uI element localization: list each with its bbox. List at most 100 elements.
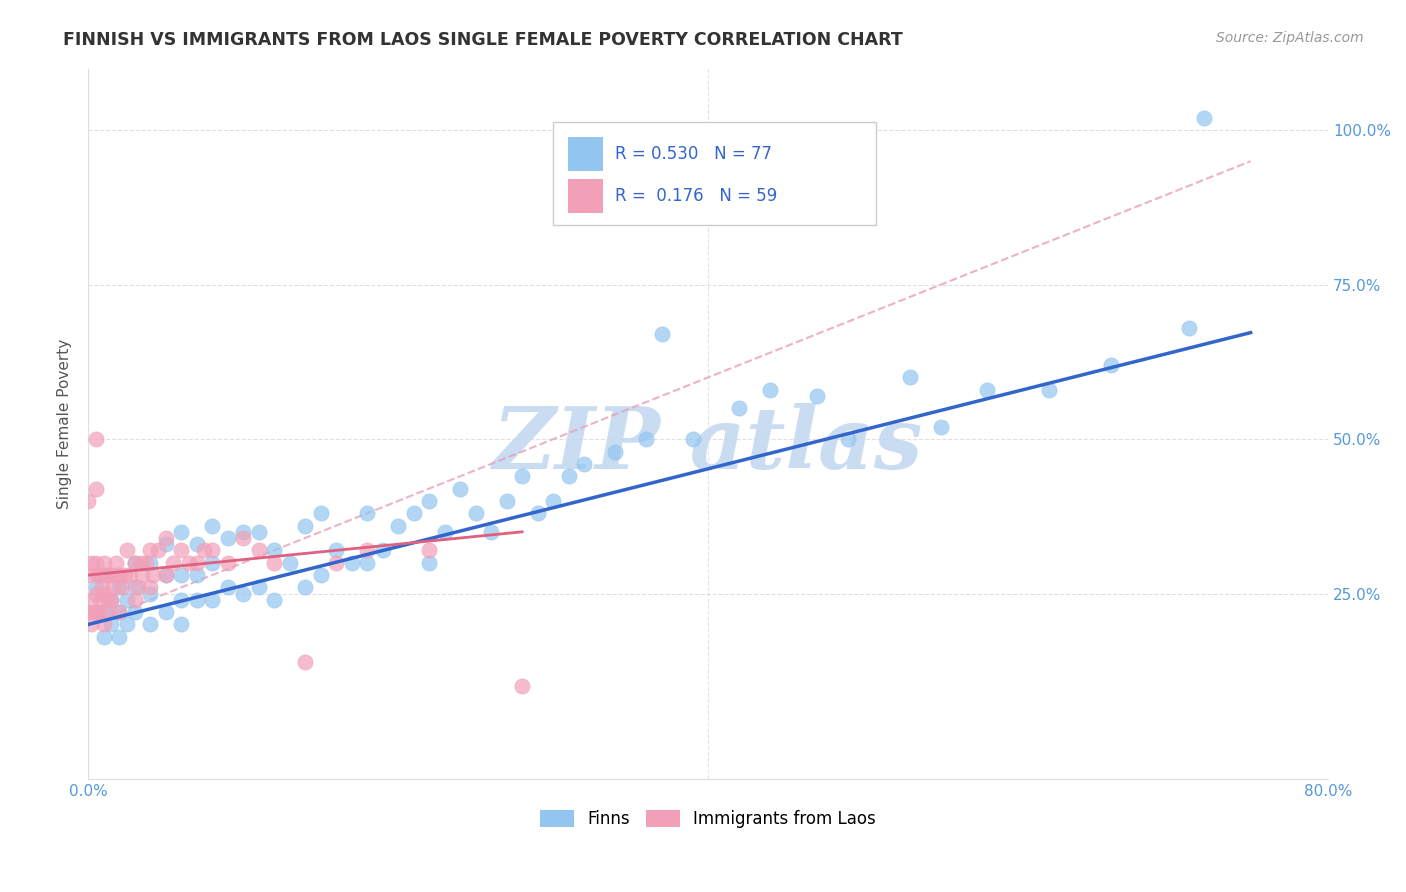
Point [186,537,208,551]
Point [139,556,162,570]
Point [541,494,564,508]
Point [232,586,254,600]
Text: R = 0.530   N = 77: R = 0.530 N = 77 [616,145,772,162]
Point [247,543,270,558]
Point [557,469,579,483]
Point [108,605,131,619]
Point [90,592,112,607]
Point [356,506,378,520]
Point [806,389,828,403]
Point [93,605,115,619]
Point [124,592,146,607]
Point [510,469,533,483]
Point [201,543,224,558]
Point [98,568,121,582]
Point [84,586,107,600]
Point [232,531,254,545]
Point [294,655,316,669]
Point [155,568,177,582]
Point [96,605,118,619]
Point [1038,383,1060,397]
Point [97,592,120,607]
Point [108,568,131,582]
Point [83,605,105,619]
Point [371,543,394,558]
Bar [568,136,603,170]
Point [170,617,193,632]
Point [115,617,138,632]
Point [84,605,107,619]
Text: ZIP atlas: ZIP atlas [494,403,924,487]
Point [1177,321,1199,335]
Text: R =  0.176   N = 59: R = 0.176 N = 59 [616,187,778,205]
Point [526,506,548,520]
Point [217,581,239,595]
Point [193,543,215,558]
Point [418,494,440,508]
Point [170,524,193,539]
Point [84,482,107,496]
Legend: Finns, Immigrants from Laos: Finns, Immigrants from Laos [534,803,883,835]
Point [77,605,100,619]
Point [976,383,998,397]
Point [108,605,131,619]
Point [84,432,107,446]
Point [108,630,131,644]
Point [87,605,110,619]
Point [325,556,347,570]
Point [201,556,224,570]
Point [356,556,378,570]
Point [201,518,224,533]
Point [100,617,122,632]
Point [80,556,103,570]
Point [929,419,952,434]
Point [402,506,425,520]
Point [139,617,162,632]
Point [177,556,200,570]
Point [124,556,146,570]
Point [93,556,115,570]
Point [84,581,107,595]
Point [340,556,363,570]
Point [682,432,704,446]
Point [170,568,193,582]
Point [278,556,301,570]
Point [572,457,595,471]
Point [1192,111,1215,125]
Point [1099,358,1122,372]
Point [605,444,627,458]
Point [418,556,440,570]
Point [127,581,149,595]
Point [108,581,131,595]
Point [217,556,239,570]
Bar [553,122,876,225]
Point [728,401,751,416]
Point [118,568,141,582]
Point [129,556,152,570]
Point [86,605,108,619]
Point [309,568,332,582]
Y-axis label: Single Female Poverty: Single Female Poverty [58,339,72,508]
Point [510,679,533,693]
Point [93,630,115,644]
Point [837,432,859,446]
Text: Source: ZipAtlas.com: Source: ZipAtlas.com [1216,31,1364,45]
Point [115,592,138,607]
Point [898,370,921,384]
Point [93,568,115,582]
Point [115,543,138,558]
Point [139,586,162,600]
Point [155,531,177,545]
Point [101,581,124,595]
Point [124,581,146,595]
Point [247,524,270,539]
Point [325,543,347,558]
Point [294,581,316,595]
Point [356,543,378,558]
Point [186,568,208,582]
Point [217,531,239,545]
Point [80,592,103,607]
Point [186,556,208,570]
Point [433,524,456,539]
Point [155,568,177,582]
